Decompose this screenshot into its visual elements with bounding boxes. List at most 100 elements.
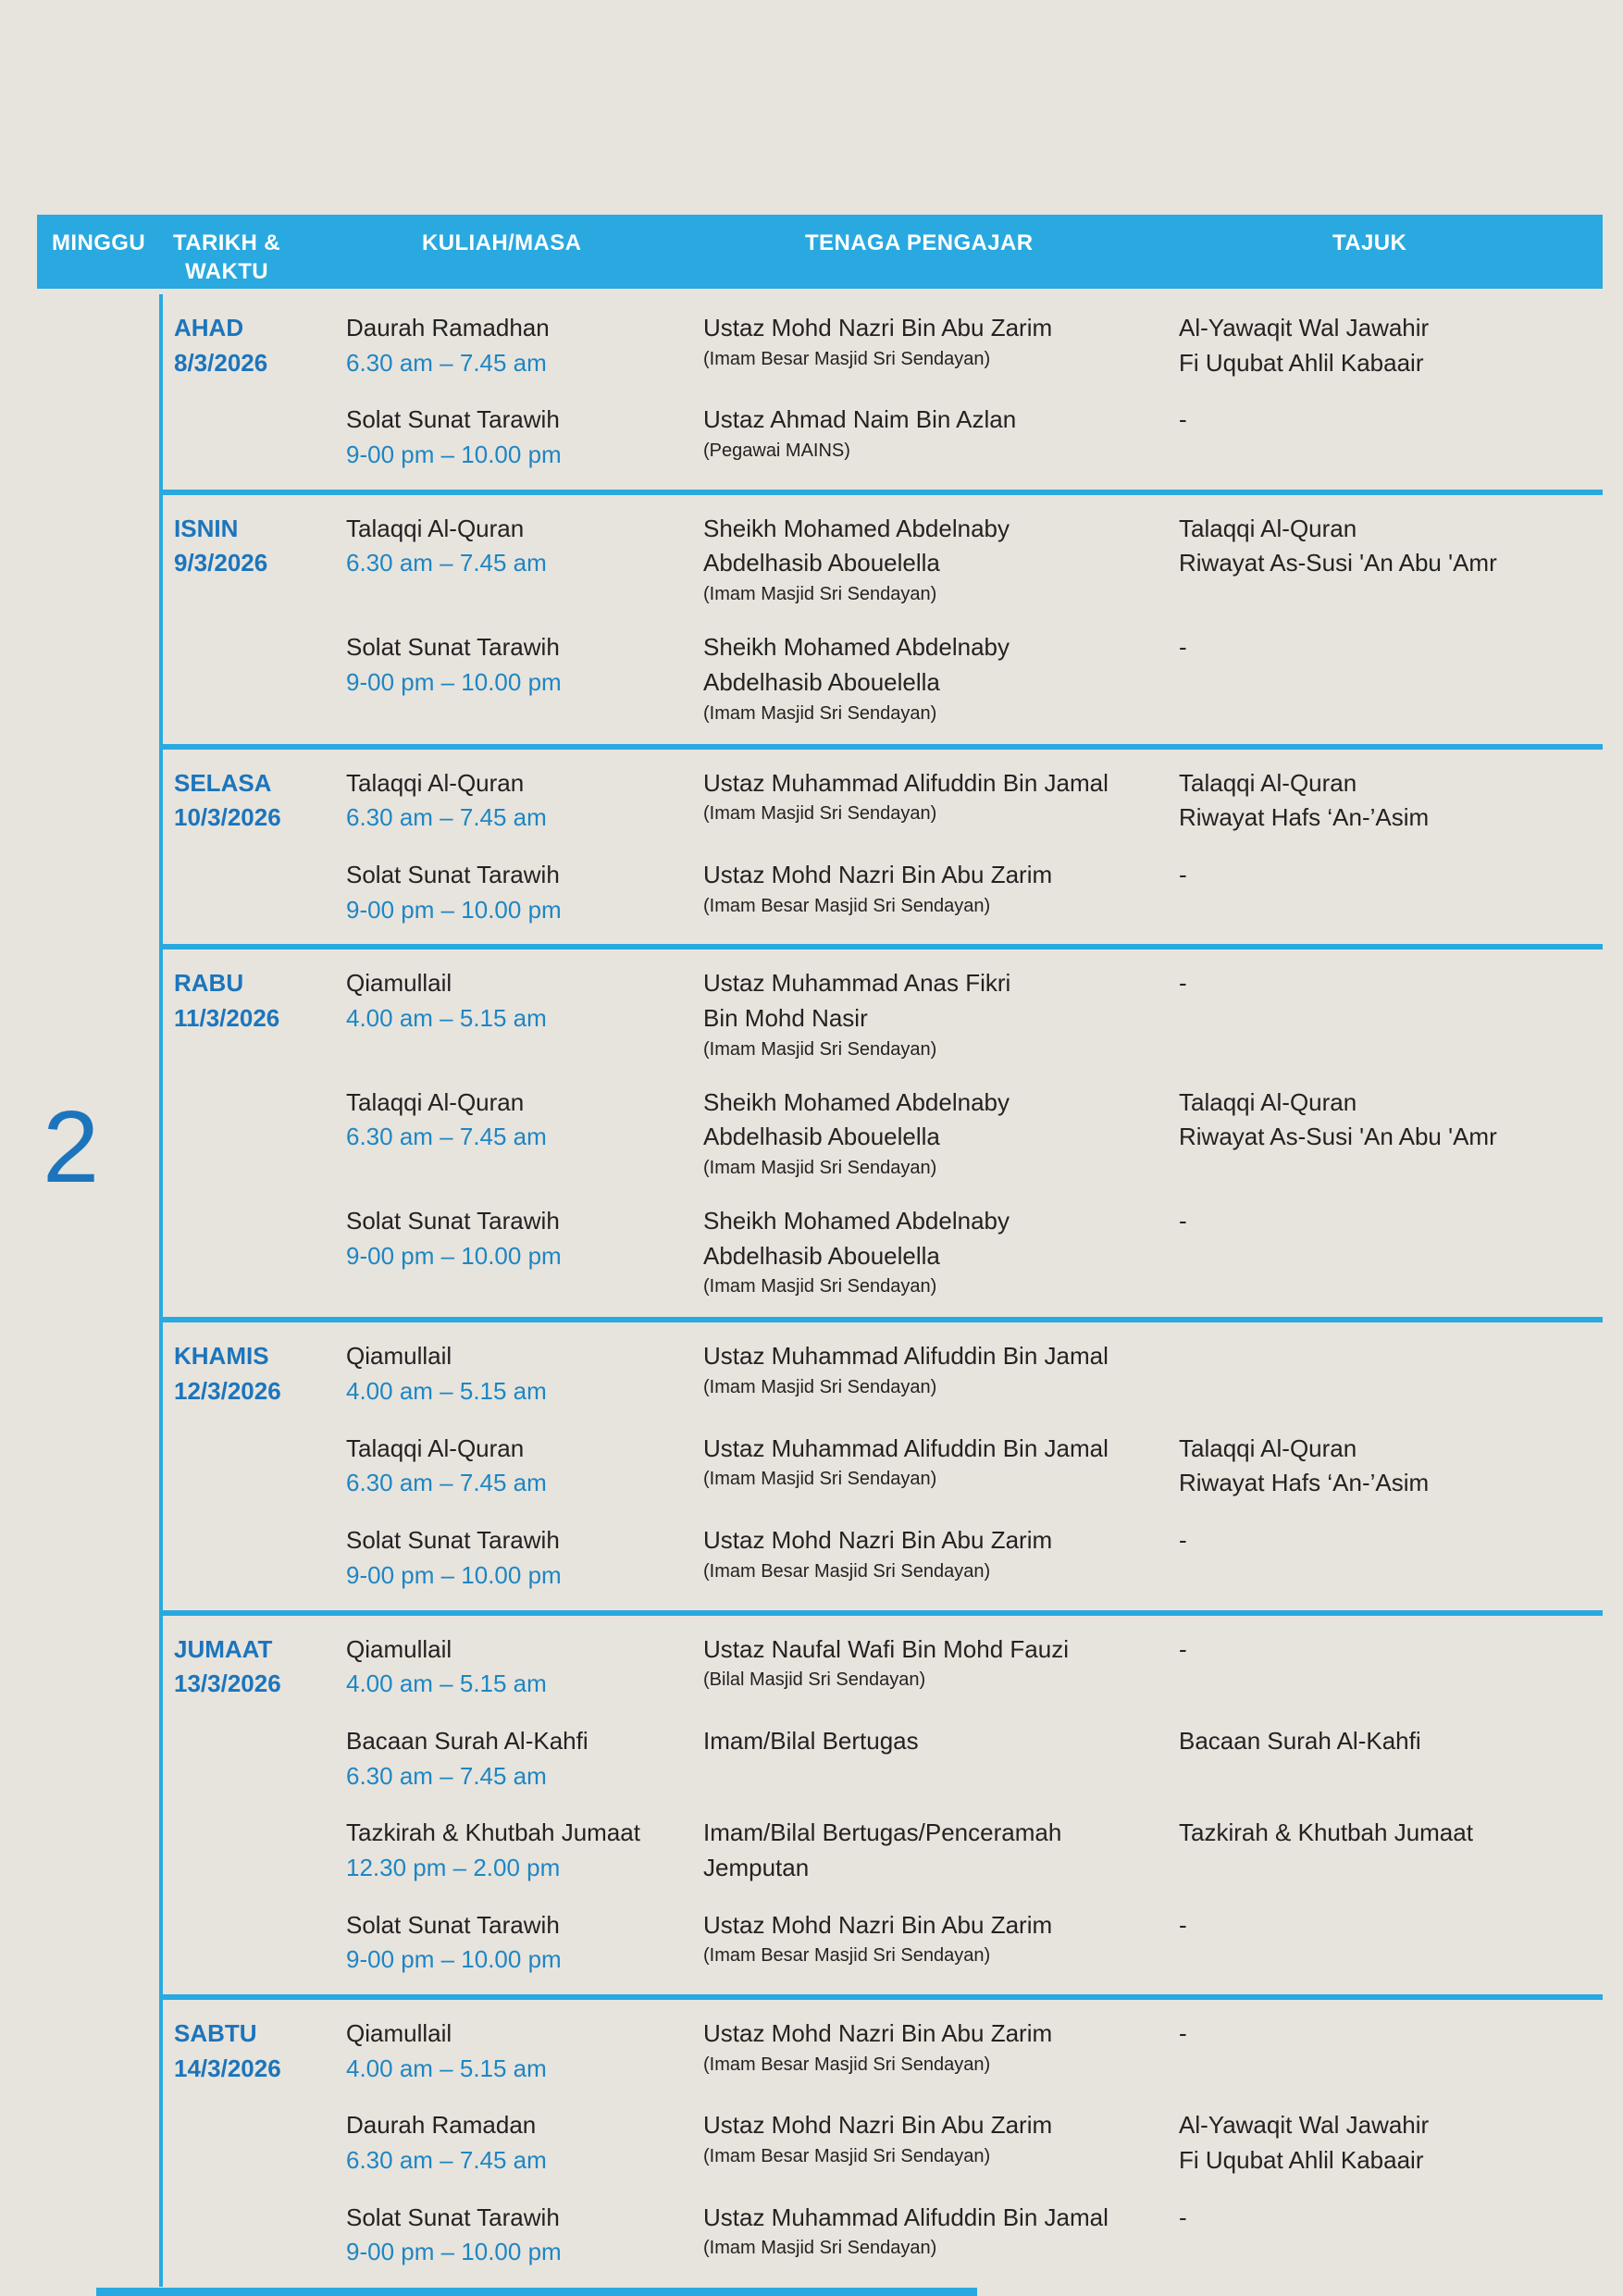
schedule-entry-row: Bacaan Surah Al-Kahfi 6.30 am – 7.45 am Im…	[346, 1724, 1603, 1793]
teacher-name: Abdelhasib Abouelella	[703, 549, 940, 577]
kuliah-masa-cell: Talaqqi Al-Quran 6.30 am – 7.45 am	[346, 1432, 703, 1501]
activity-time: 9-00 pm – 10.00 pm	[346, 1241, 562, 1270]
day-name: ISNIN	[174, 514, 239, 542]
header-col-tajuk: TAJUK	[1332, 230, 1407, 255]
schedule-entry-row: Solat Sunat Tarawih 9-00 pm – 10.00 pm Ust…	[346, 1523, 1603, 1593]
tenaga-pengajar-cell: Imam/Bilal Bertugas/Penceramah Jemputan	[703, 1816, 1179, 1885]
day-date: 9/3/2026	[174, 549, 268, 577]
tenaga-pengajar-cell: Ustaz Muhammad Alifuddin Bin Jamal (Imam …	[703, 1339, 1179, 1409]
activity-time: 4.00 am – 5.15 am	[346, 1003, 547, 1032]
teacher-name: Ustaz Muhammad Alifuddin Bin Jamal	[703, 2203, 1109, 2231]
tenaga-pengajar-cell: Sheikh Mohamed Abdelnaby Abdelhasib Aboue…	[703, 1086, 1179, 1182]
header-col-tarikh-line1: TARIKH &	[172, 230, 281, 255]
teacher-name: Ustaz Muhammad Alifuddin Bin Jamal	[703, 1433, 1109, 1462]
activity-name: Solat Sunat Tarawih	[346, 633, 560, 662]
teacher-role: (Imam Masjid Sri Sendayan)	[703, 702, 937, 724]
activity-time: 6.30 am – 7.45 am	[346, 1469, 547, 1497]
teacher-name: Ustaz Muhammad Anas Fikri	[703, 969, 1011, 998]
activity-name: Solat Sunat Tarawih	[346, 1910, 560, 1939]
kuliah-masa-cell: Qiamullail 4.00 am – 5.15 am	[346, 966, 703, 1062]
activity-name: Talaqqi Al-Quran	[346, 1433, 525, 1462]
tenaga-pengajar-cell: Sheikh Mohamed Abdelnaby Abdelhasib Aboue…	[703, 1204, 1179, 1300]
tenaga-pengajar-cell: Ustaz Muhammad Alifuddin Bin Jamal (Imam …	[703, 1432, 1179, 1501]
teacher-name: Sheikh Mohamed Abdelnaby	[703, 633, 1010, 662]
activity-time: 12.30 pm – 2.00 pm	[346, 1853, 561, 1881]
tenaga-pengajar-cell: Imam/Bilal Bertugas	[703, 1724, 1179, 1793]
schedule-entry-row: Qiamullail 4.00 am – 5.15 am Ustaz Naufal …	[346, 1632, 1603, 1702]
activity-time: 6.30 am – 7.45 am	[346, 1123, 547, 1151]
day-name: AHAD	[174, 314, 244, 341]
topic-line: Fi Uqubat Ahlil Kabaair	[1179, 348, 1424, 377]
day-entries: Qiamullail 4.00 am – 5.15 am Ustaz Muhamma…	[346, 966, 1603, 1308]
activity-name: Solat Sunat Tarawih	[346, 405, 560, 434]
tajuk-cell: -	[1179, 403, 1603, 472]
schedule-entry-row: Talaqqi Al-Quran 6.30 am – 7.45 am Ustaz M…	[346, 1432, 1603, 1501]
day-date-cell: AHAD 8/3/2026	[174, 311, 346, 480]
teacher-name: Ustaz Muhammad Alifuddin Bin Jamal	[703, 1342, 1109, 1371]
tenaga-pengajar-cell: Ustaz Muhammad Alifuddin Bin Jamal (Imam …	[703, 2201, 1179, 2270]
teacher-name: Imam/Bilal Bertugas	[703, 1726, 919, 1755]
topic-line: Al-Yawaqit Wal Jawahir	[1179, 314, 1430, 341]
tajuk-cell: Talaqqi Al-Quran Riwayat Hafs ‘An-’Asim	[1179, 1432, 1603, 1501]
tajuk-cell: -	[1179, 1204, 1603, 1300]
day-group: RABU 11/3/2026 Qiamullail 4.00 am – 5.15 am…	[163, 944, 1603, 1317]
schedule-entry-row: Solat Sunat Tarawih 9-00 pm – 10.00 pm Ust…	[346, 858, 1603, 927]
tajuk-cell: -	[1179, 1632, 1603, 1702]
bottom-accent-bar	[96, 2288, 977, 2296]
topic-line: Riwayat Hafs ‘An-’Asim	[1179, 803, 1430, 832]
activity-time: 9-00 pm – 10.00 pm	[346, 895, 562, 924]
teacher-name: Sheikh Mohamed Abdelnaby	[703, 1207, 1010, 1235]
teacher-name: Abdelhasib Abouelella	[703, 1241, 940, 1270]
tenaga-pengajar-cell: Sheikh Mohamed Abdelnaby Abdelhasib Aboue…	[703, 512, 1179, 608]
schedule-entry-row: Solat Sunat Tarawih 9-00 pm – 10.00 pm Ust…	[346, 2201, 1603, 2270]
kuliah-masa-cell: Qiamullail 4.00 am – 5.15 am	[346, 1632, 703, 1702]
activity-time: 9-00 pm – 10.00 pm	[346, 1560, 562, 1589]
teacher-role: (Imam Besar Masjid Sri Sendayan)	[703, 348, 991, 369]
teacher-name: Abdelhasib Abouelella	[703, 667, 940, 696]
day-date-cell: SELASA 10/3/2026	[174, 766, 346, 936]
teacher-role: (Imam Besar Masjid Sri Sendayan)	[703, 2054, 991, 2075]
teacher-name: Ustaz Mohd Nazri Bin Abu Zarim	[703, 1910, 1053, 1939]
activity-name: Qiamullail	[346, 969, 452, 998]
kuliah-masa-cell: Solat Sunat Tarawih 9-00 pm – 10.00 pm	[346, 630, 703, 726]
day-entries: Daurah Ramadhan 6.30 am – 7.45 am Ustaz Mo…	[346, 311, 1603, 480]
topic-line: Tazkirah & Khutbah Jumaat	[1179, 1818, 1473, 1847]
day-date: 8/3/2026	[174, 348, 268, 377]
topic-line: -	[1179, 2203, 1187, 2231]
activity-time: 9-00 pm – 10.00 pm	[346, 667, 562, 696]
tajuk-cell	[1179, 1339, 1603, 1409]
topic-line: Talaqqi Al-Quran	[1179, 1087, 1357, 1116]
table-header-bar: MINGGU TARIKH & WAKTU KULIAH/MASA TENAGA…	[37, 215, 1603, 289]
teacher-name: Bin Mohd Nasir	[703, 1003, 868, 1032]
schedule-entry-row: Qiamullail 4.00 am – 5.15 am Ustaz Muhamma…	[346, 966, 1603, 1062]
day-name: SELASA	[174, 768, 272, 797]
teacher-role: (Imam Masjid Sri Sendayan)	[703, 803, 937, 825]
schedule-entry-row: Solat Sunat Tarawih 9-00 pm – 10.00 pm She…	[346, 630, 1603, 726]
schedule-entry-row: Daurah Ramadhan 6.30 am – 7.45 am Ustaz Mo…	[346, 311, 1603, 380]
kuliah-masa-cell: Solat Sunat Tarawih 9-00 pm – 10.00 pm	[346, 1204, 703, 1300]
day-entries: Talaqqi Al-Quran 6.30 am – 7.45 am Sheikh …	[346, 512, 1603, 735]
schedule-entry-row: Qiamullail 4.00 am – 5.15 am Ustaz Muhamma…	[346, 1339, 1603, 1409]
tenaga-pengajar-cell: Ustaz Ahmad Naim Bin Azlan (Pegawai MAINS…	[703, 403, 1179, 472]
topic-line: -	[1179, 1207, 1187, 1235]
tenaga-pengajar-cell: Ustaz Mohd Nazri Bin Abu Zarim (Imam Besa…	[703, 1523, 1179, 1593]
activity-time: 4.00 am – 5.15 am	[346, 1669, 547, 1698]
day-group: SELASA 10/3/2026 Talaqqi Al-Quran 6.30 am –…	[163, 743, 1603, 945]
teacher-role: (Imam Besar Masjid Sri Sendayan)	[703, 895, 991, 916]
activity-name: Solat Sunat Tarawih	[346, 1207, 560, 1235]
kuliah-masa-cell: Bacaan Surah Al-Kahfi 6.30 am – 7.45 am	[346, 1724, 703, 1793]
day-name: JUMAAT	[174, 1634, 273, 1663]
tenaga-pengajar-cell: Ustaz Mohd Nazri Bin Abu Zarim (Imam Besa…	[703, 311, 1179, 380]
header-col-tarikh-line2: WAKTU	[185, 259, 268, 285]
day-date: 13/3/2026	[174, 1669, 281, 1698]
teacher-role: (Imam Masjid Sri Sendayan)	[703, 1038, 937, 1060]
kuliah-masa-cell: Solat Sunat Tarawih 9-00 pm – 10.00 pm	[346, 1908, 703, 1978]
tajuk-cell: Talaqqi Al-Quran Riwayat As-Susi 'An Abu …	[1179, 1086, 1603, 1182]
kuliah-masa-cell: Talaqqi Al-Quran 6.30 am – 7.45 am	[346, 512, 703, 608]
day-date-cell: RABU 11/3/2026	[174, 966, 346, 1308]
teacher-name: Ustaz Muhammad Alifuddin Bin Jamal	[703, 768, 1109, 797]
kuliah-masa-cell: Talaqqi Al-Quran 6.30 am – 7.45 am	[346, 766, 703, 836]
day-entries: Qiamullail 4.00 am – 5.15 am Ustaz Mohd Na…	[346, 2017, 1603, 2277]
teacher-role: (Bilal Masjid Sri Sendayan)	[703, 1669, 926, 1691]
schedule-body: AHAD 8/3/2026 Daurah Ramadhan 6.30 am – 7.4…	[159, 294, 1603, 2288]
